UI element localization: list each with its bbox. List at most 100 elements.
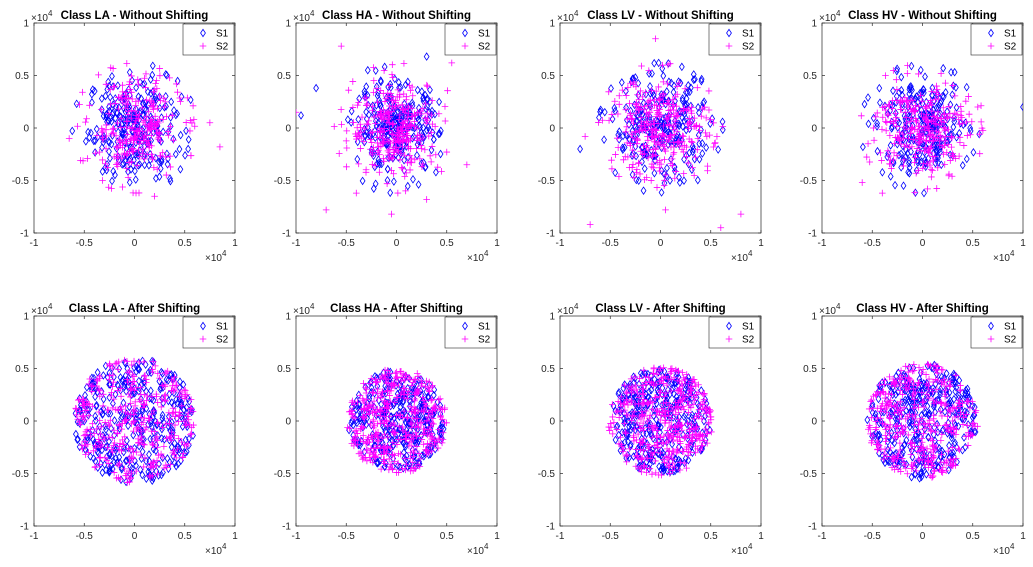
s1-point [874,146,881,156]
s1-point [92,392,98,402]
s2-point [166,433,173,441]
s1-point [138,94,144,103]
s2-point [904,62,911,69]
s2-point [397,374,405,381]
s2-point [133,162,141,169]
s2-point [85,380,93,388]
s1-point [106,380,113,389]
s2-point [65,135,73,142]
s2-point [415,387,423,395]
s2-point [630,81,637,88]
s1-point [426,107,433,117]
s2-point [93,132,101,139]
s2-point [659,61,666,69]
s1-point [145,87,151,97]
s2-point [883,119,891,126]
s2-point [143,151,151,158]
s2-point [95,438,103,446]
s2-point [132,467,140,475]
s1-point [618,78,625,87]
s1-point [100,394,107,404]
s2-point [688,109,696,117]
s2-point [140,117,148,124]
s1-point [615,430,622,440]
s2-point [354,441,361,448]
s2-point [631,373,639,381]
s2-point [416,136,424,144]
s2-point [976,150,984,158]
s2-point [654,120,662,127]
s2-point [428,111,435,119]
s1-point [689,393,695,403]
s2-point [411,156,419,164]
s2-point [356,120,364,128]
s2-point [386,127,393,134]
s2-point [402,371,410,379]
s2-point [118,447,125,455]
s2-point [383,422,391,430]
s2-point [617,433,624,441]
s2-point [357,145,364,152]
s1-point [887,141,894,150]
s2-point [667,160,675,167]
s1-point [898,85,905,95]
s2-point [439,406,446,413]
s2-point [425,409,433,416]
s2-point [349,104,357,111]
s2-point [391,135,399,142]
s2-point [129,147,136,155]
s2-point [923,103,931,111]
s2-point [383,400,391,407]
s2-point [617,393,625,401]
s1-point [137,465,144,474]
s1-point [171,401,177,410]
s2-point [370,444,378,452]
s2-point [678,388,685,396]
s2-point [367,129,375,137]
s1-point [159,414,166,423]
s2-point [443,148,451,156]
s1-point [601,107,608,117]
s2-point [632,109,640,117]
s2-point [937,134,945,142]
s1-point [689,142,696,151]
s2-point [138,433,146,441]
s1-point [424,125,430,135]
s2-point [370,144,377,151]
s2-point [885,101,893,108]
s2-point [81,407,89,414]
s2-point [167,163,174,171]
s1-point [87,432,94,441]
s1-point [183,403,190,412]
s2-point [896,128,903,136]
s2-point [123,140,130,148]
s1-point [613,422,620,432]
s2-point [85,401,93,408]
s2-point [678,380,686,388]
s2-point [645,374,653,381]
s2-point [684,106,692,113]
y-tick-label: 1 [285,312,291,323]
s1-point [185,394,191,403]
s1-point [377,76,384,85]
s2-point [704,162,711,170]
s2-point [423,109,431,117]
s2-point [945,126,952,134]
s1-point [951,394,957,404]
s2-point [134,97,142,105]
s2-point [348,410,356,417]
s1-point [679,94,686,103]
s2-point [644,454,651,462]
s1-point [90,136,97,146]
s2-point [151,120,158,127]
s2-point [948,133,955,140]
s1-point [413,380,420,390]
s2-point [409,379,417,386]
s2-point [379,134,387,142]
s1-point [154,420,160,430]
s2-point [636,375,643,382]
s1-point [164,159,171,169]
s2-point [390,104,398,112]
s2-point [622,430,630,437]
